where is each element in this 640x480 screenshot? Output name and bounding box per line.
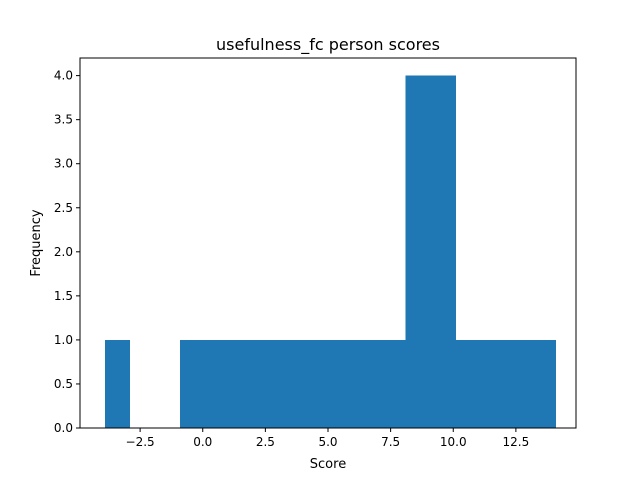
bars-group bbox=[105, 75, 556, 428]
x-tick-label: −2.5 bbox=[126, 435, 155, 449]
histogram-bar bbox=[430, 75, 456, 428]
histogram-bar bbox=[455, 339, 481, 428]
y-tick-label: 2.0 bbox=[54, 245, 73, 259]
y-tick-label: 3.5 bbox=[54, 113, 73, 127]
histogram-bar bbox=[280, 339, 306, 428]
x-tick-label: 5.0 bbox=[318, 435, 337, 449]
y-tick-label: 0.0 bbox=[54, 421, 73, 435]
y-axis-ticks: 0.0 0.5 1.0 1.5 2.0 2.5 3.0 3.5 4.0 bbox=[54, 69, 80, 435]
x-tick-label: 0.0 bbox=[193, 435, 212, 449]
x-tick-label: 12.5 bbox=[503, 435, 530, 449]
y-tick-label: 1.0 bbox=[54, 333, 73, 347]
histogram-bar bbox=[505, 339, 531, 428]
histogram-bar bbox=[405, 75, 431, 428]
x-axis-ticks: −2.5 0.0 2.5 5.0 7.5 10.0 12.5 bbox=[126, 428, 530, 449]
y-tick-label: 3.0 bbox=[54, 157, 73, 171]
x-tick-label: 2.5 bbox=[256, 435, 275, 449]
histogram-bar bbox=[205, 339, 231, 428]
y-tick-label: 2.5 bbox=[54, 201, 73, 215]
histogram-bar bbox=[480, 339, 506, 428]
y-tick-label: 0.5 bbox=[54, 377, 73, 391]
histogram-bar bbox=[105, 339, 131, 428]
histogram-bar bbox=[230, 339, 256, 428]
histogram-bar bbox=[305, 339, 331, 428]
histogram-bar bbox=[180, 339, 206, 428]
x-tick-label: 10.0 bbox=[440, 435, 467, 449]
chart-title: usefulness_fc person scores bbox=[216, 35, 440, 55]
plot-frame bbox=[79, 57, 577, 429]
histogram-bar bbox=[530, 339, 556, 428]
y-axis-label: Frequency bbox=[29, 209, 44, 276]
histogram-bar bbox=[330, 339, 356, 428]
y-tick-label: 1.5 bbox=[54, 289, 73, 303]
histogram-bar bbox=[380, 339, 406, 428]
histogram-bar bbox=[255, 339, 281, 428]
histogram-bar bbox=[355, 339, 381, 428]
x-tick-label: 7.5 bbox=[381, 435, 400, 449]
y-tick-label: 4.0 bbox=[54, 69, 73, 83]
x-axis-label: Score bbox=[310, 457, 346, 472]
